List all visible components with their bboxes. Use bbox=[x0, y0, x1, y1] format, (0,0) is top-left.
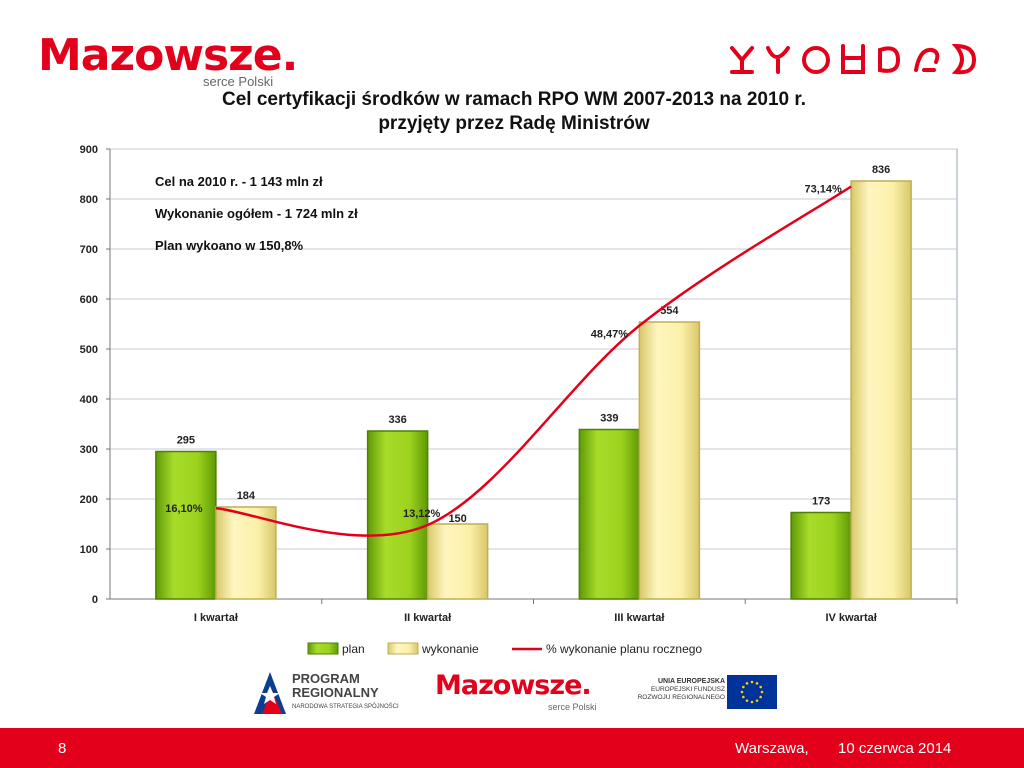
eu-star bbox=[755, 682, 759, 685]
program-regionalny-emblem-icon bbox=[254, 672, 286, 714]
eu-star bbox=[740, 690, 744, 694]
legend-swatch-plan bbox=[307, 642, 339, 655]
program-regionalny-subtitle: NARODOWA STRATEGIA SPÓJNOŚCI bbox=[292, 704, 399, 710]
percent-label: 16,10% bbox=[165, 503, 203, 515]
y-tick-label: 500 bbox=[80, 344, 98, 356]
plan-bar bbox=[366, 430, 429, 600]
legend-label-plan: plan bbox=[342, 642, 365, 656]
y-tick-label: 0 bbox=[92, 594, 98, 606]
x-tick-label: IV kwartał bbox=[825, 612, 876, 624]
eu-star bbox=[755, 699, 759, 702]
program-regionalny-logo: PROGRAM REGIONALNY NARODOWA STRATEGIA SP… bbox=[250, 668, 420, 718]
eu-star bbox=[759, 695, 762, 699]
eu-star bbox=[750, 700, 754, 704]
eu-star bbox=[745, 699, 749, 702]
y-tick-label: 800 bbox=[80, 194, 98, 206]
eu-line-2: EUROPEJSKI FUNDUSZ bbox=[650, 686, 725, 693]
deco-icon-4 bbox=[841, 44, 865, 74]
x-tick-label: II kwartał bbox=[404, 612, 451, 624]
deco-icon-7 bbox=[951, 43, 977, 75]
eu-star bbox=[759, 685, 762, 689]
plan-value-label: 336 bbox=[388, 414, 406, 426]
percent-label: 73,14% bbox=[804, 184, 842, 196]
x-tick-label: III kwartał bbox=[614, 612, 664, 624]
eu-star bbox=[745, 682, 749, 685]
footer-date: 10 czerwca 2014 bbox=[838, 740, 952, 757]
deco-icon-2 bbox=[766, 46, 790, 74]
eu-fund-text: UNIA EUROPEJSKA EUROPEJSKI FUNDUSZ ROZWO… bbox=[630, 678, 725, 702]
legend-label-percent: % wykonanie planu rocznego bbox=[546, 642, 702, 656]
wykonanie-value-label: 554 bbox=[660, 305, 679, 317]
mazowsze-logo: Mazowsze. serce Polski bbox=[38, 30, 298, 90]
legend-swatch-wykonanie bbox=[387, 642, 419, 655]
deco-icon-1 bbox=[730, 46, 754, 74]
percent-label: 48,47% bbox=[591, 329, 629, 341]
program-regionalny-title: PROGRAM REGIONALNY bbox=[292, 671, 379, 700]
footer-bar: 8 Warszawa, 10 czerwca 2014 bbox=[0, 728, 1024, 768]
wykonanie-bar bbox=[215, 506, 277, 600]
plan-bar bbox=[578, 428, 641, 600]
wykonanie-bar bbox=[850, 180, 912, 600]
annotation-text: Plan wykoano w 150,8% bbox=[155, 238, 304, 253]
mazowsze-tagline: serce Polski bbox=[203, 74, 274, 89]
eu-line-3: ROZWOJU REGIONALNEGO bbox=[637, 694, 725, 701]
y-tick-label: 900 bbox=[80, 144, 98, 156]
title-line-2: przyjęty przez Radę Ministrów bbox=[378, 113, 650, 134]
wykonanie-bar bbox=[426, 523, 489, 600]
y-tick-label: 200 bbox=[80, 494, 98, 506]
logos-strip: PROGRAM REGIONALNY NARODOWA STRATEGIA SP… bbox=[0, 660, 1024, 722]
plan-bar bbox=[790, 511, 852, 600]
percent-label: 13,12% bbox=[403, 508, 441, 520]
eu-line-1: UNIA EUROPEJSKA bbox=[657, 678, 725, 685]
deco-icon-5 bbox=[878, 46, 901, 73]
footer-place: Warszawa, bbox=[735, 740, 809, 757]
eu-flag-icon bbox=[727, 675, 777, 709]
wykonanie-bar bbox=[638, 321, 701, 600]
plan-value-label: 295 bbox=[177, 435, 195, 447]
decorative-icons bbox=[730, 43, 977, 75]
page-number: 8 bbox=[58, 740, 67, 757]
title-line-1: Cel certyfikacji środków w ramach RPO WM… bbox=[222, 89, 806, 110]
deco-icon-6 bbox=[914, 47, 940, 72]
y-tick-label: 400 bbox=[80, 394, 98, 406]
y-tick-label: 100 bbox=[80, 544, 98, 556]
mazowsze-tagline-bottom: serce Polski bbox=[548, 702, 597, 712]
y-tick-label: 700 bbox=[80, 244, 98, 256]
slide-title: Cel certyfikacji środków w ramach RPO WM… bbox=[100, 88, 928, 134]
eu-star bbox=[742, 695, 745, 699]
x-tick-label: I kwartał bbox=[194, 612, 238, 624]
percent-line bbox=[215, 185, 852, 537]
y-tick-label: 600 bbox=[80, 294, 98, 306]
wykonanie-value-label: 184 bbox=[237, 490, 256, 502]
eu-star bbox=[760, 690, 764, 694]
eu-star bbox=[750, 680, 754, 684]
plan-bar bbox=[155, 450, 217, 600]
wykonanie-value-label: 150 bbox=[448, 513, 466, 525]
y-tick-label: 300 bbox=[80, 444, 98, 456]
mazowsze-logo-bottom: Mazowsze. bbox=[435, 670, 592, 701]
legend-label-wykonanie: wykonanie bbox=[421, 642, 479, 656]
mazowsze-wordmark: Mazowsze. bbox=[38, 30, 298, 81]
plan-value-label: 173 bbox=[812, 496, 830, 508]
plan-value-label: 339 bbox=[600, 413, 618, 425]
annotation-text: Cel na 2010 r. - 1 143 mln zł bbox=[155, 174, 323, 189]
eu-star bbox=[742, 685, 745, 689]
wykonanie-value-label: 836 bbox=[872, 164, 890, 176]
deco-icon-3 bbox=[802, 46, 830, 74]
annotation-text: Wykonanie ogółem - 1 724 mln zł bbox=[155, 206, 358, 221]
